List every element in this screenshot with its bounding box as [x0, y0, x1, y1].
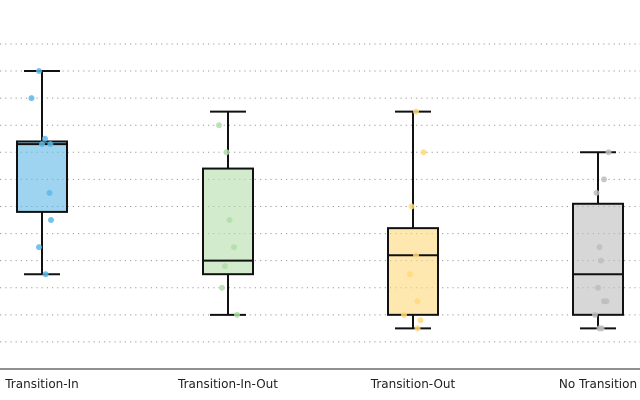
point-transition-in-8	[42, 271, 49, 278]
x-tick-label-transition-in: Transition-In	[4, 377, 79, 391]
point-transition-out-3	[413, 252, 419, 259]
point-no-transition-4	[598, 257, 604, 264]
x-tick-labels: Transition-In Transition-In-Out Transition…	[4, 377, 637, 391]
point-transition-out-7	[417, 317, 424, 324]
x-tick-label-transition-in-out: Transition-In-Out	[177, 377, 278, 391]
point-no-transition-10	[598, 325, 605, 332]
data-points	[28, 68, 612, 332]
point-transition-in-0	[36, 68, 42, 75]
point-no-transition-7	[603, 298, 610, 305]
point-transition-out-2	[408, 203, 415, 210]
point-no-transition-0	[605, 149, 612, 156]
point-no-transition-1	[601, 176, 607, 183]
point-transition-out-4	[407, 271, 413, 278]
point-transition-in-out-6	[234, 311, 240, 318]
point-transition-in-3	[39, 141, 45, 148]
point-transition-out-0	[413, 108, 419, 115]
point-transition-in-out-1	[223, 149, 230, 156]
point-no-transition-5	[595, 284, 601, 291]
boxes	[16, 70, 624, 330]
x-tick-label-transition-out: Transition-Out	[370, 377, 456, 391]
gridlines	[0, 43, 640, 343]
point-transition-out-5	[414, 298, 421, 305]
point-transition-out-6	[401, 311, 407, 318]
point-transition-out-1	[420, 149, 427, 156]
point-transition-out-8	[414, 325, 421, 332]
point-transition-in-out-5	[219, 284, 225, 291]
box-transition-in	[16, 140, 68, 213]
box-no-transition	[572, 202, 624, 316]
point-transition-in-7	[36, 244, 42, 251]
point-transition-in-4	[47, 141, 54, 148]
point-no-transition-2	[593, 189, 600, 196]
point-transition-in-1	[28, 95, 35, 102]
point-transition-in-out-0	[216, 122, 222, 129]
point-transition-in-2	[42, 135, 48, 142]
x-tick-label-no-transition: No Transition	[559, 377, 637, 391]
point-no-transition-3	[596, 244, 603, 251]
point-transition-in-out-3	[231, 244, 237, 251]
point-no-transition-8	[592, 311, 598, 318]
point-transition-in-out-2	[226, 217, 233, 224]
box-transition-in-out	[202, 167, 254, 276]
point-transition-in-6	[48, 217, 54, 224]
point-transition-in-5	[46, 189, 53, 196]
point-transition-in-out-4	[222, 263, 228, 270]
box-transition-out	[387, 227, 439, 316]
